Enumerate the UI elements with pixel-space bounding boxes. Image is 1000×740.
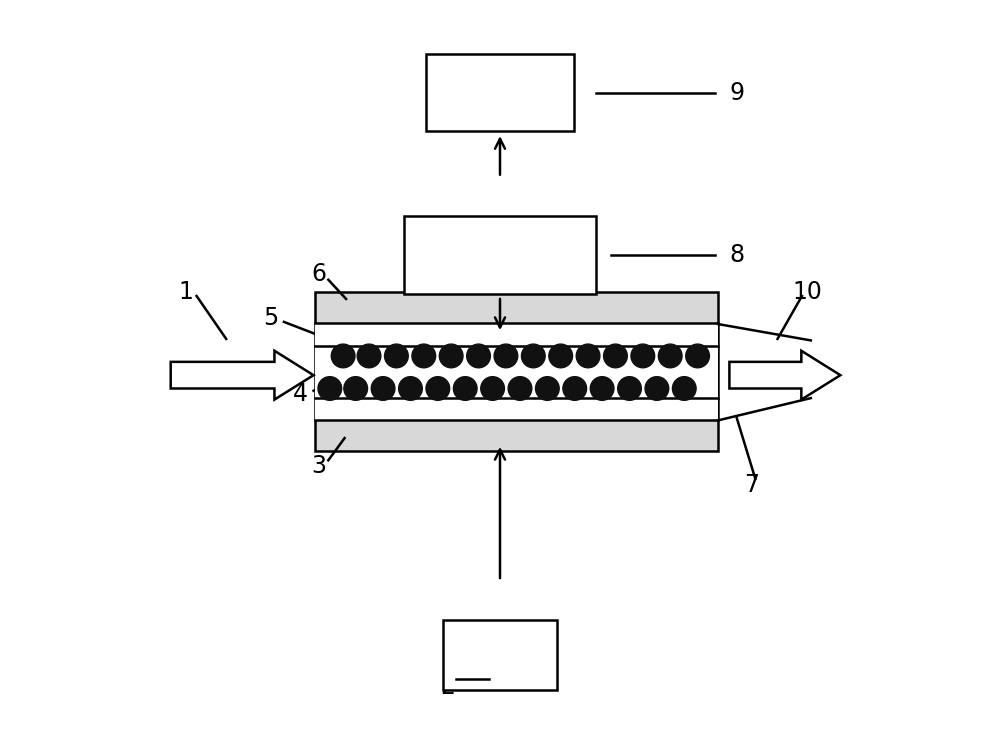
- Text: 4: 4: [293, 382, 308, 406]
- Circle shape: [453, 377, 477, 400]
- Circle shape: [331, 344, 355, 368]
- Circle shape: [385, 344, 408, 368]
- Text: 报警电路: 报警电路: [467, 78, 533, 107]
- Circle shape: [672, 377, 696, 400]
- Bar: [426, 54, 574, 132]
- Text: 光源: 光源: [483, 641, 517, 669]
- Text: 5: 5: [263, 306, 278, 330]
- Circle shape: [658, 344, 682, 368]
- Text: 9: 9: [729, 81, 744, 104]
- Circle shape: [590, 377, 614, 400]
- Circle shape: [549, 344, 573, 368]
- Circle shape: [412, 344, 436, 368]
- Circle shape: [467, 344, 490, 368]
- Circle shape: [508, 377, 532, 400]
- Text: 光电探测器: 光电探测器: [458, 241, 542, 269]
- Circle shape: [618, 377, 641, 400]
- Text: 6: 6: [311, 262, 326, 286]
- Circle shape: [481, 377, 504, 400]
- Circle shape: [439, 344, 463, 368]
- Circle shape: [604, 344, 627, 368]
- Polygon shape: [729, 351, 840, 400]
- Text: 2: 2: [441, 675, 456, 699]
- Text: 7: 7: [744, 473, 759, 497]
- Circle shape: [576, 344, 600, 368]
- Bar: [315, 323, 718, 420]
- Bar: [315, 346, 718, 398]
- Polygon shape: [171, 351, 314, 400]
- Text: 3: 3: [311, 454, 326, 478]
- Text: 1: 1: [178, 280, 193, 304]
- Circle shape: [521, 344, 545, 368]
- Text: 10: 10: [792, 280, 822, 304]
- Circle shape: [399, 377, 422, 400]
- Circle shape: [631, 344, 655, 368]
- Circle shape: [494, 344, 518, 368]
- Circle shape: [426, 377, 450, 400]
- Circle shape: [645, 377, 669, 400]
- Circle shape: [318, 377, 342, 400]
- Circle shape: [686, 344, 709, 368]
- Bar: [404, 216, 596, 294]
- Circle shape: [563, 377, 587, 400]
- Bar: [315, 292, 718, 451]
- Circle shape: [536, 377, 559, 400]
- Circle shape: [371, 377, 395, 400]
- Circle shape: [357, 344, 381, 368]
- Bar: [443, 620, 557, 690]
- Circle shape: [344, 377, 368, 400]
- Text: 8: 8: [729, 243, 744, 267]
